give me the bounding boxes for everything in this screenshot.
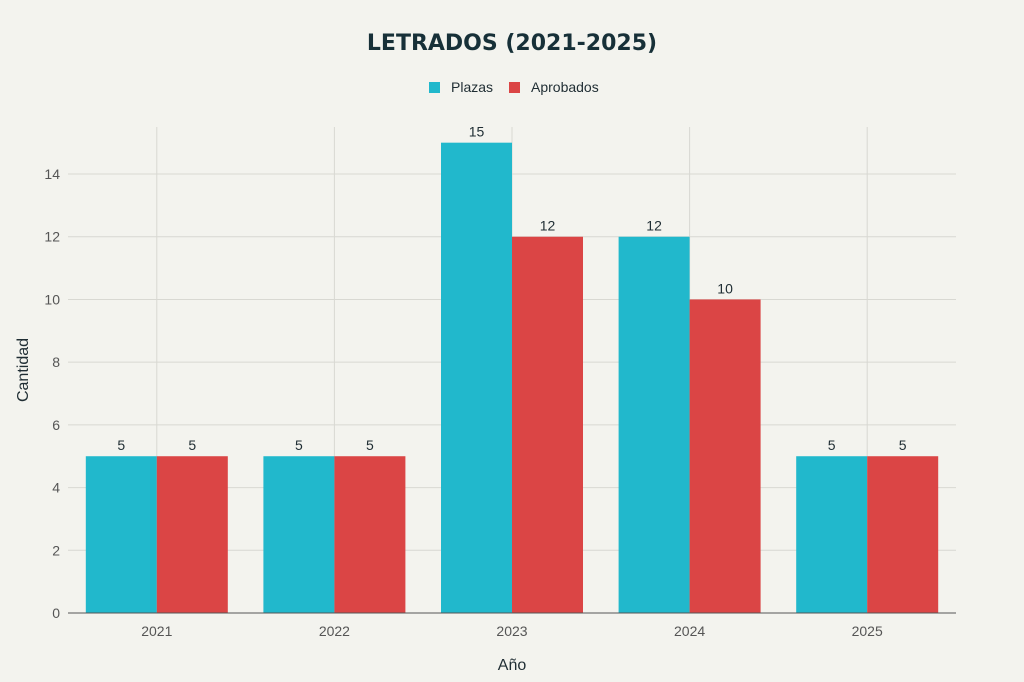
x-axis-label: Año (498, 657, 527, 674)
legend-swatch-aprobados (509, 82, 520, 93)
x-tick-label: 2023 (496, 623, 527, 639)
y-axis-ticks: 0 2 4 6 8 10 12 14 (44, 166, 60, 621)
bars (85, 142, 939, 613)
data-label: 12 (540, 218, 556, 234)
data-label: 10 (717, 280, 733, 296)
y-tick-label: 6 (52, 417, 60, 433)
bar-aprobados-2024 (689, 299, 761, 613)
x-tick-label: 2022 (319, 623, 350, 639)
bar-aprobados-2021 (156, 456, 228, 613)
data-label: 5 (188, 437, 196, 453)
bar-aprobados-2022 (334, 456, 406, 613)
x-tick-label: 2024 (674, 623, 705, 639)
bar-aprobados-2025 (867, 456, 939, 613)
legend-swatch-plazas (429, 82, 440, 93)
y-tick-label: 0 (52, 605, 60, 621)
y-tick-label: 8 (52, 354, 60, 370)
bar-plazas-2025 (796, 456, 868, 613)
data-label: 5 (117, 437, 125, 453)
bar-plazas-2022 (263, 456, 335, 613)
chart-title: LETRADOS (2021-2025) (367, 31, 657, 56)
data-label: 5 (899, 437, 907, 453)
bar-aprobados-2023 (512, 236, 583, 613)
data-label: 5 (366, 437, 374, 453)
data-label: 12 (646, 218, 662, 234)
y-tick-label: 14 (44, 166, 60, 182)
bar-plazas-2023 (441, 142, 512, 613)
bar-plazas-2024 (618, 236, 690, 613)
y-tick-label: 12 (44, 229, 60, 245)
legend-label-aprobados: Aprobados (531, 79, 599, 95)
data-label: 15 (469, 124, 485, 140)
legend-label-plazas: Plazas (451, 79, 493, 95)
data-labels: 5 5 15 12 5 5 5 12 10 5 (117, 124, 906, 454)
x-tick-label: 2021 (141, 623, 172, 639)
x-axis-ticks: 2021 2022 2023 2024 2025 (141, 623, 883, 639)
y-axis-label: Cantidad (15, 338, 32, 402)
legend: Plazas Aprobados (429, 79, 599, 95)
data-label: 5 (295, 437, 303, 453)
x-tick-label: 2025 (852, 623, 883, 639)
y-tick-label: 2 (52, 542, 60, 558)
y-tick-label: 4 (52, 480, 60, 496)
bar-plazas-2021 (85, 456, 157, 613)
data-label: 5 (828, 437, 836, 453)
y-tick-label: 10 (44, 291, 60, 307)
